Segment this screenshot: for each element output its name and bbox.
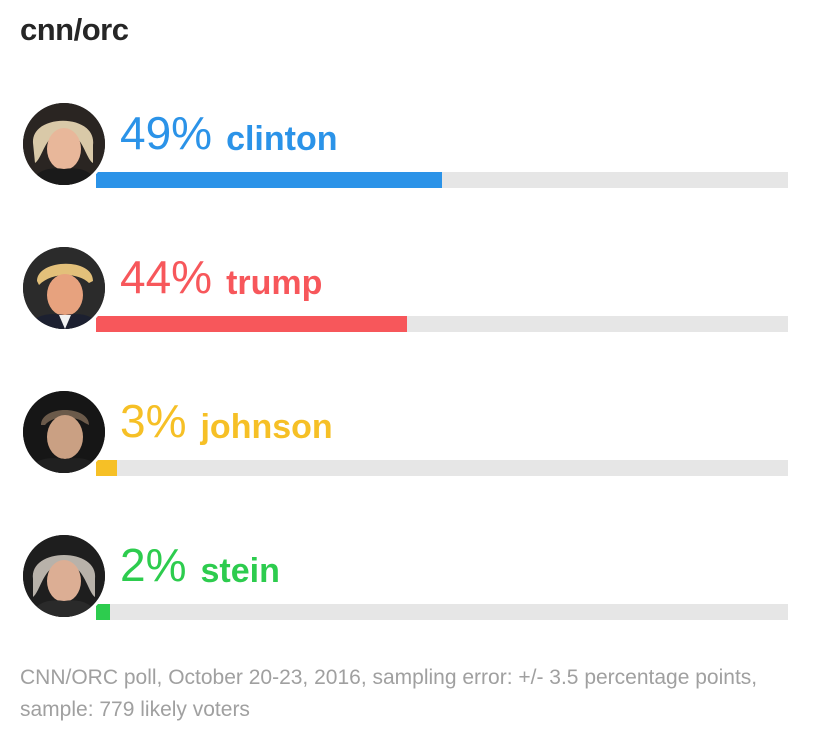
pct-label-johnson: 3% xyxy=(120,395,187,447)
bar-track xyxy=(96,604,788,620)
candidate-name-stein: stein xyxy=(200,552,280,590)
bar-track xyxy=(96,460,788,476)
candidate-row-stein: 2% stein xyxy=(0,525,820,625)
pct-label-clinton: 49% xyxy=(120,107,213,159)
bar-trump xyxy=(96,316,407,332)
candidate-row-johnson: 3% johnson xyxy=(0,381,820,481)
candidate-name-trump: trump xyxy=(226,264,323,302)
pct-label-stein: 2% xyxy=(120,539,187,591)
bar-johnson xyxy=(96,460,117,476)
trump-photo-icon xyxy=(20,244,108,332)
bar-track xyxy=(96,316,788,332)
johnson-photo-icon xyxy=(20,388,108,476)
stein-photo-icon xyxy=(20,532,108,620)
candidate-name-johnson: johnson xyxy=(200,408,333,446)
pct-label-trump: 44% xyxy=(120,251,213,303)
bar-track xyxy=(96,172,788,188)
bar-clinton xyxy=(96,172,442,188)
candidate-row-trump: 44% trump xyxy=(0,237,820,337)
footnote: CNN/ORC poll, October 20-23, 2016, sampl… xyxy=(20,666,758,721)
bar-stein xyxy=(96,604,110,620)
clinton-photo-icon xyxy=(20,100,108,188)
chart-title: cnn/orc xyxy=(20,12,129,47)
candidate-row-clinton: 49% clinton xyxy=(0,93,820,193)
candidate-name-clinton: clinton xyxy=(226,120,338,158)
